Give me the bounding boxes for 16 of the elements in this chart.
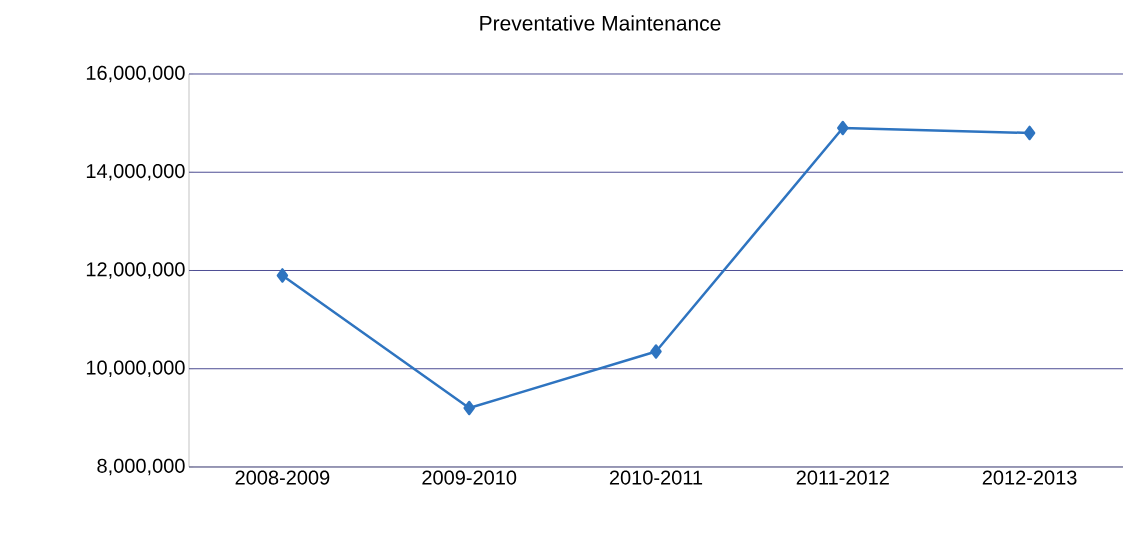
chart-title: Preventative Maintenance bbox=[480, 15, 721, 31]
x-tick-label: 2011-2012 bbox=[796, 470, 889, 485]
point bbox=[650, 344, 662, 359]
y-tick-label: 8,000,000 bbox=[97, 458, 185, 476]
point bbox=[1023, 125, 1036, 141]
x-tick-label: 2010-2011 bbox=[609, 470, 703, 485]
point bbox=[463, 400, 475, 416]
point bbox=[837, 120, 849, 136]
x-tick-label: 2008-2009 bbox=[235, 470, 330, 485]
x-tick-label: 2009-2010 bbox=[422, 470, 517, 485]
y-tick-label: 12,000,000 bbox=[86, 262, 185, 279]
y-tick-label: 10,000,000 bbox=[86, 360, 185, 377]
x-tick-label: 2012-2013 bbox=[982, 470, 1077, 485]
point bbox=[276, 268, 289, 283]
y-tick-label: 14,000,000 bbox=[86, 163, 185, 181]
y-tick-label: 16,000,000 bbox=[86, 65, 185, 83]
